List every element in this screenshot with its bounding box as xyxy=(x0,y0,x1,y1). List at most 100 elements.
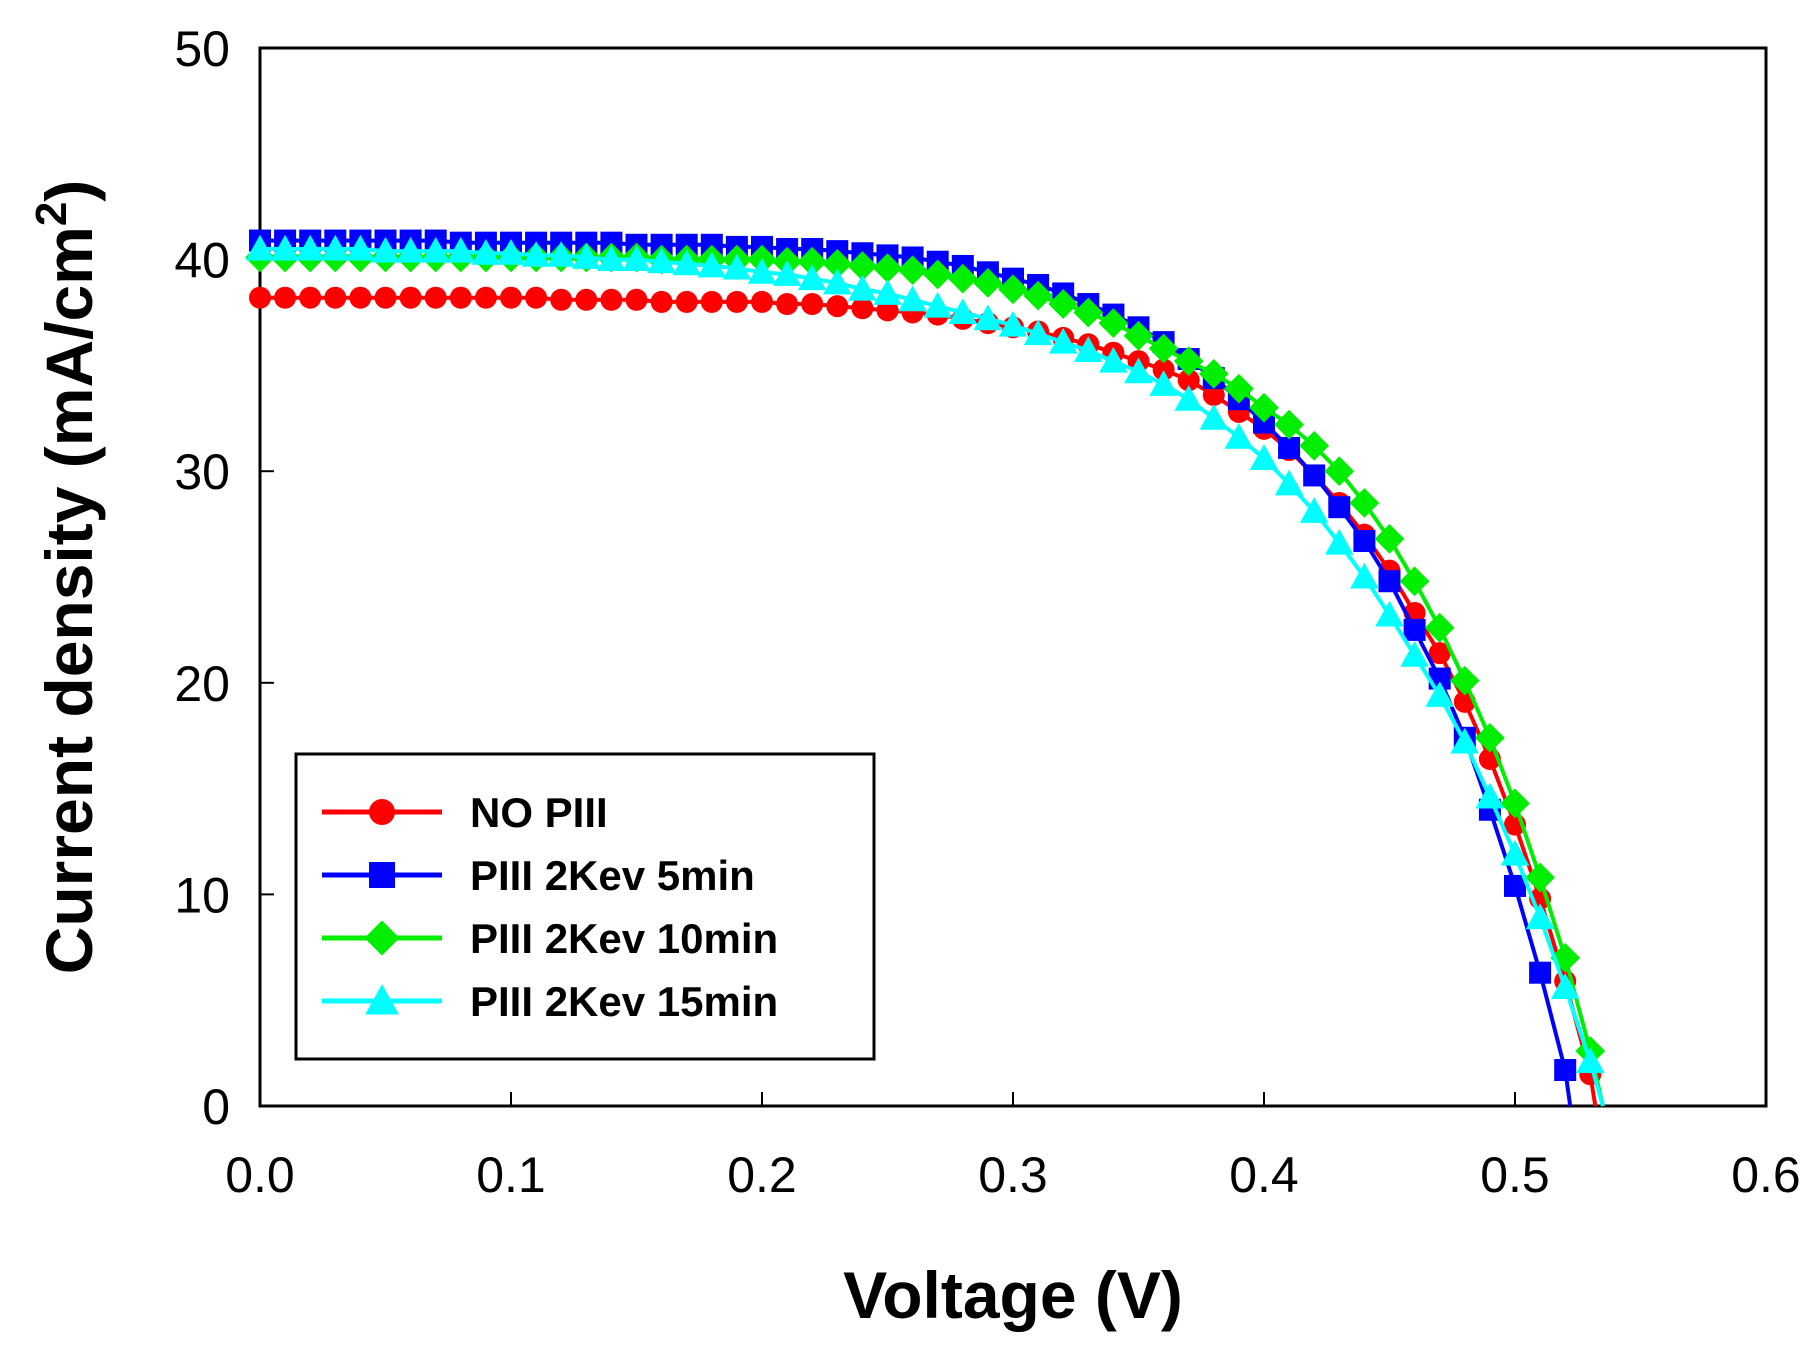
data-point xyxy=(848,274,877,301)
data-point xyxy=(525,286,548,309)
legend-marker xyxy=(369,799,395,825)
data-point xyxy=(672,249,701,276)
data-point xyxy=(496,238,526,265)
data-point xyxy=(371,236,400,263)
data-point xyxy=(973,304,1003,331)
y-tick-label: 0 xyxy=(202,1079,230,1135)
data-point xyxy=(722,253,752,280)
series-3 xyxy=(245,242,1606,1107)
data-point xyxy=(1174,384,1203,411)
x-tick-label: 0.3 xyxy=(978,1147,1048,1203)
data-point xyxy=(546,241,576,267)
data-point xyxy=(1550,973,1580,999)
data-point xyxy=(245,234,275,261)
data-point xyxy=(1048,289,1079,319)
legend-label: PIII 2Kev 5min xyxy=(470,852,755,899)
data-point xyxy=(449,286,472,309)
data-point xyxy=(550,288,573,311)
data-point xyxy=(1303,464,1326,487)
data-point xyxy=(249,286,271,309)
data-point xyxy=(1504,874,1526,897)
x-tick-label: 0.2 xyxy=(727,1147,797,1203)
data-point xyxy=(521,241,551,267)
data-point xyxy=(295,234,325,261)
data-point xyxy=(725,290,748,313)
data-point xyxy=(1399,566,1430,597)
y-tick-label: 20 xyxy=(174,656,230,712)
x-tick-label: 0.4 xyxy=(1229,1147,1299,1203)
data-point xyxy=(424,286,447,309)
data-point xyxy=(1475,782,1505,809)
data-point xyxy=(751,290,773,313)
data-point xyxy=(399,286,422,309)
data-point xyxy=(1450,727,1480,754)
axis-ticks: 0.0 0.1 0.2 0.3 0.4 0.5 0.6 0 10 20 30 40 50 xyxy=(174,21,1800,1203)
data-point xyxy=(270,234,300,261)
legend-marker xyxy=(364,920,400,956)
data-point xyxy=(898,285,927,312)
data-point xyxy=(675,290,698,313)
data-point xyxy=(346,234,375,261)
data-point xyxy=(1449,665,1480,696)
data-point xyxy=(823,268,852,295)
data-point xyxy=(697,251,727,278)
data-point xyxy=(1375,600,1404,627)
legend-entry: PIII 2Kev 5min xyxy=(322,852,755,899)
data-point xyxy=(1274,409,1304,440)
legend-entry: PIII 2Kev 10min xyxy=(322,915,778,962)
data-point xyxy=(1124,357,1153,384)
legend-entry: PIII 2Kev 15min xyxy=(322,978,778,1025)
data-point xyxy=(1198,359,1229,389)
data-point xyxy=(851,297,874,320)
data-point xyxy=(1274,469,1304,496)
y-tick-label: 30 xyxy=(174,444,230,500)
data-point xyxy=(572,243,601,269)
data-point xyxy=(1199,404,1229,430)
data-point xyxy=(772,260,802,286)
data-point xyxy=(1224,373,1254,404)
legend-entry: NO PIII xyxy=(322,789,608,836)
data-point xyxy=(1152,358,1175,381)
data-point xyxy=(947,263,978,294)
data-point xyxy=(797,264,827,291)
data-point xyxy=(1500,788,1530,819)
data-point xyxy=(1148,333,1179,364)
data-point xyxy=(1500,839,1530,866)
y-tick-label: 50 xyxy=(174,21,230,77)
x-tick-label: 0.0 xyxy=(225,1147,295,1203)
data-point xyxy=(471,238,501,265)
data-point xyxy=(1554,1059,1577,1082)
data-point xyxy=(421,236,450,263)
data-point xyxy=(1475,722,1505,753)
data-point xyxy=(1098,308,1129,338)
data-point xyxy=(1278,436,1301,459)
data-point xyxy=(622,245,651,272)
data-point xyxy=(1249,444,1279,470)
data-point xyxy=(1149,370,1178,396)
legend-marker xyxy=(369,862,395,888)
data-point xyxy=(500,286,522,309)
legend-label: PIII 2Kev 15min xyxy=(470,978,778,1025)
data-point xyxy=(1378,570,1401,593)
data-point xyxy=(801,293,824,316)
data-point xyxy=(822,248,853,279)
data-point xyxy=(1529,961,1552,984)
legend-label: PIII 2Kev 10min xyxy=(470,915,778,962)
data-point xyxy=(1424,612,1455,643)
data-point xyxy=(625,288,648,311)
data-point xyxy=(321,234,350,261)
data-point xyxy=(299,286,322,309)
data-point xyxy=(998,310,1028,337)
data-point xyxy=(1400,640,1429,667)
data-point xyxy=(446,236,476,263)
series-layer xyxy=(245,229,1606,1107)
data-point xyxy=(1374,524,1405,554)
data-point xyxy=(324,286,347,309)
data-point xyxy=(1428,642,1451,665)
data-point xyxy=(1353,530,1376,553)
data-point xyxy=(1350,562,1379,589)
data-point xyxy=(349,286,372,309)
data-point xyxy=(973,268,1003,298)
data-point xyxy=(1525,862,1555,893)
